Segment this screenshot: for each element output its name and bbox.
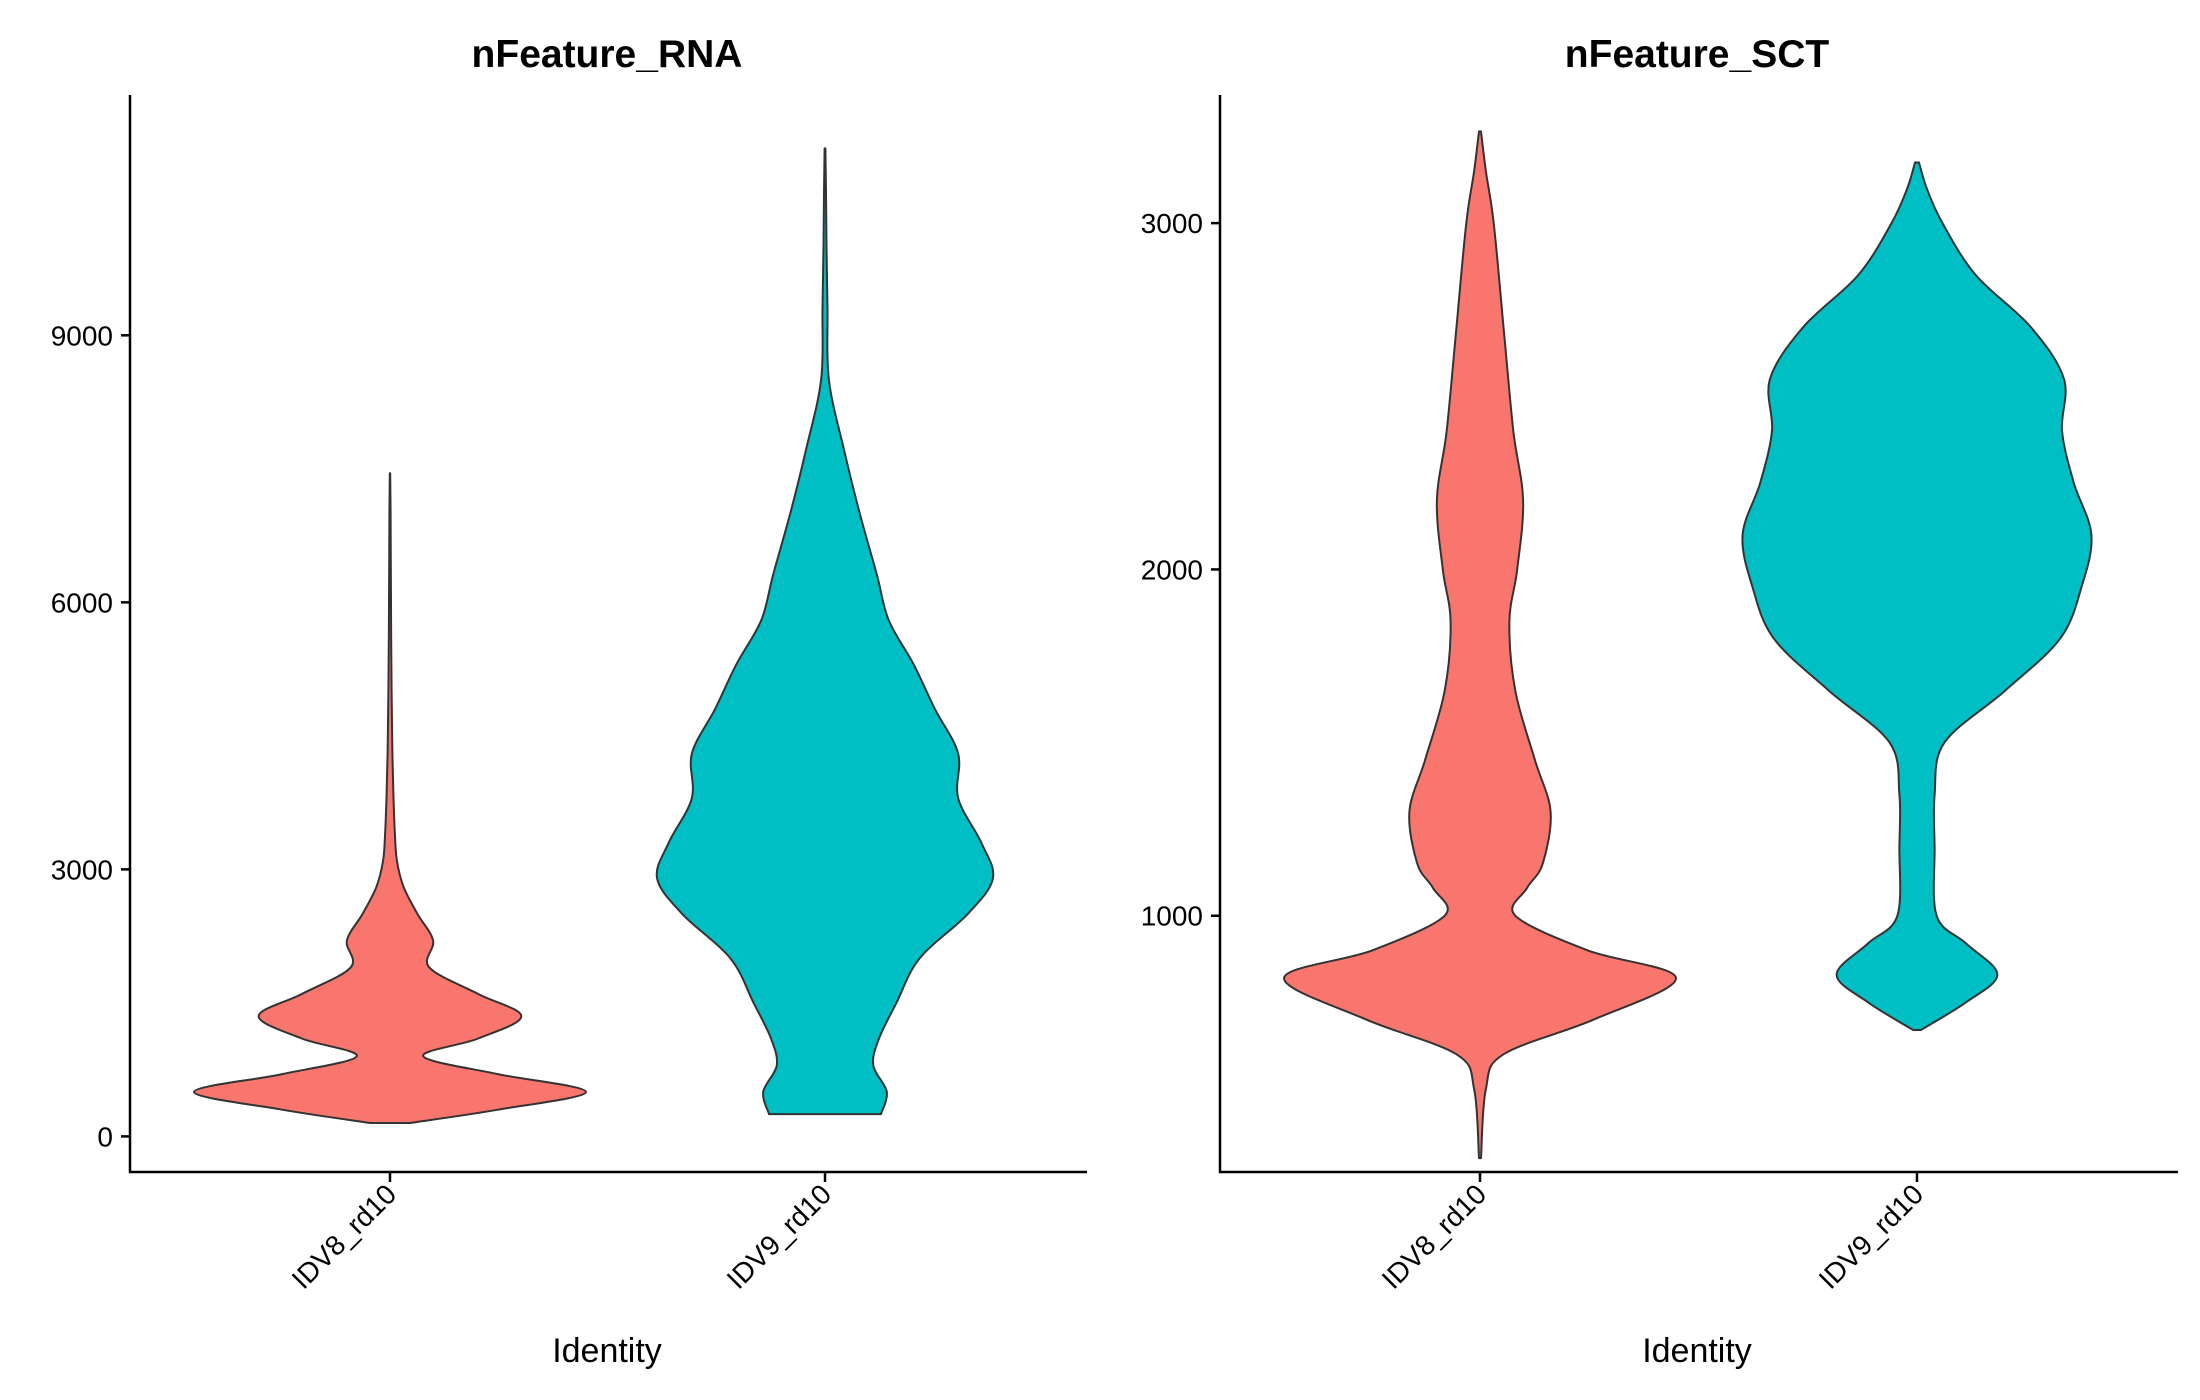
y-tick-label: 2000: [1141, 554, 1203, 585]
violins: [1283, 130, 2093, 1160]
y-ticks: 1000 2000 3000: [1141, 208, 1220, 932]
y-tick-label: 9000: [51, 320, 113, 351]
axis-lines: [1218, 95, 2178, 1174]
violins: [193, 147, 995, 1124]
violin-idv8-rd10: [1283, 130, 1677, 1160]
y-tick-label: 0: [97, 1121, 113, 1152]
x-ticks: IDV8_rd10 IDV9_rd10: [286, 1172, 838, 1295]
y-tick-label: 3000: [51, 854, 113, 885]
x-axis-title: Identity: [552, 1332, 662, 1370]
y-tick-label: 1000: [1141, 901, 1203, 932]
axis-lines: [128, 95, 1087, 1174]
panel-nfeature-rna: nFeature_RNA 0 3000 6000 9000 IDV8_rd10 IDV9…: [51, 33, 1087, 1370]
x-tick-label-idv9-rd10: IDV9_rd10: [721, 1178, 838, 1295]
violin-idv9-rd10: [655, 147, 995, 1116]
x-tick-label-idv8-rd10: IDV8_rd10: [286, 1178, 403, 1295]
violin-idv8-rd10: [193, 472, 587, 1124]
panel-title: nFeature_SCT: [1565, 33, 1830, 76]
panel-title: nFeature_RNA: [472, 33, 743, 76]
x-axis-title: Identity: [1642, 1332, 1752, 1370]
y-ticks: 0 3000 6000 9000: [51, 320, 130, 1152]
x-ticks: IDV8_rd10 IDV9_rd10: [1376, 1172, 1930, 1295]
y-tick-label: 3000: [1141, 208, 1203, 239]
violin-idv9-rd10: [1741, 161, 2093, 1031]
y-tick-label: 6000: [51, 587, 113, 618]
x-tick-label-idv8-rd10: IDV8_rd10: [1376, 1178, 1493, 1295]
x-tick-label-idv9-rd10: IDV9_rd10: [1813, 1178, 1930, 1295]
panel-nfeature-sct: nFeature_SCT 1000 2000 3000 IDV8_rd10 IDV9_…: [1141, 33, 2178, 1370]
